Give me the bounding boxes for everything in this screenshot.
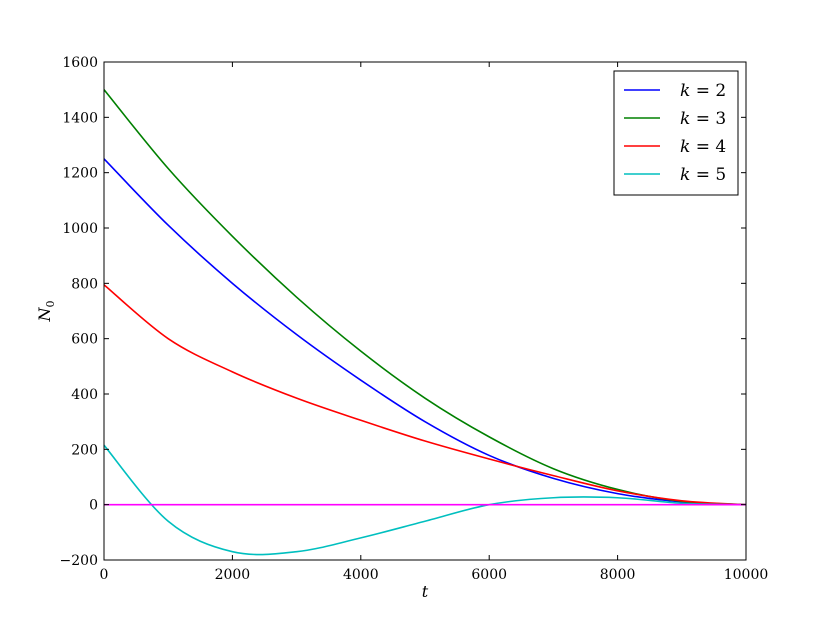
y-axis-label-main: N — [35, 307, 54, 323]
series-line-3 — [103, 284, 747, 506]
y-tick-label: 0 — [89, 498, 98, 514]
y-tick-label: 200 — [71, 442, 98, 458]
x-tick-label: 2000 — [215, 567, 251, 583]
y-axis-label-subscript: 0 — [44, 301, 57, 308]
svg-text:N0: N0 — [35, 301, 57, 323]
legend-label-1: k = 2 — [680, 81, 726, 101]
y-tick-label: 400 — [71, 387, 98, 403]
x-axis-label: t — [422, 582, 429, 601]
y-tick-label: 800 — [71, 276, 98, 292]
x-tick-label: 4000 — [343, 567, 379, 583]
plot-lines — [103, 89, 747, 556]
x-axis-ticks: 0 2000 4000 6000 8000 10000 — [100, 62, 769, 583]
legend-label-3: k = 4 — [680, 137, 726, 157]
y-axis-label: N0 — [35, 301, 57, 323]
axes-frame — [103, 61, 747, 561]
x-tick-label: 10000 — [724, 567, 769, 583]
y-axis-ticks: −200 0 200 400 600 800 1000 1200 1400 1600 — [60, 55, 746, 569]
series-line-4 — [103, 444, 747, 556]
x-tick-label: 0 — [100, 567, 109, 583]
x-tick-label: 8000 — [600, 567, 636, 583]
y-tick-label: 600 — [71, 332, 98, 348]
y-tick-label: 1000 — [62, 221, 98, 237]
series-line-1 — [103, 158, 747, 506]
legend-label-4: k = 5 — [680, 165, 726, 185]
x-tick-label: 6000 — [471, 567, 507, 583]
y-tick-label: 1400 — [62, 110, 98, 126]
legend: k = 2 k = 3 k = 4 k = 5 — [613, 70, 739, 196]
legend-label-2: k = 3 — [680, 109, 726, 129]
y-tick-label: 1600 — [62, 55, 98, 71]
y-tick-label: 1200 — [62, 166, 98, 182]
y-tick-label: −200 — [60, 553, 98, 569]
